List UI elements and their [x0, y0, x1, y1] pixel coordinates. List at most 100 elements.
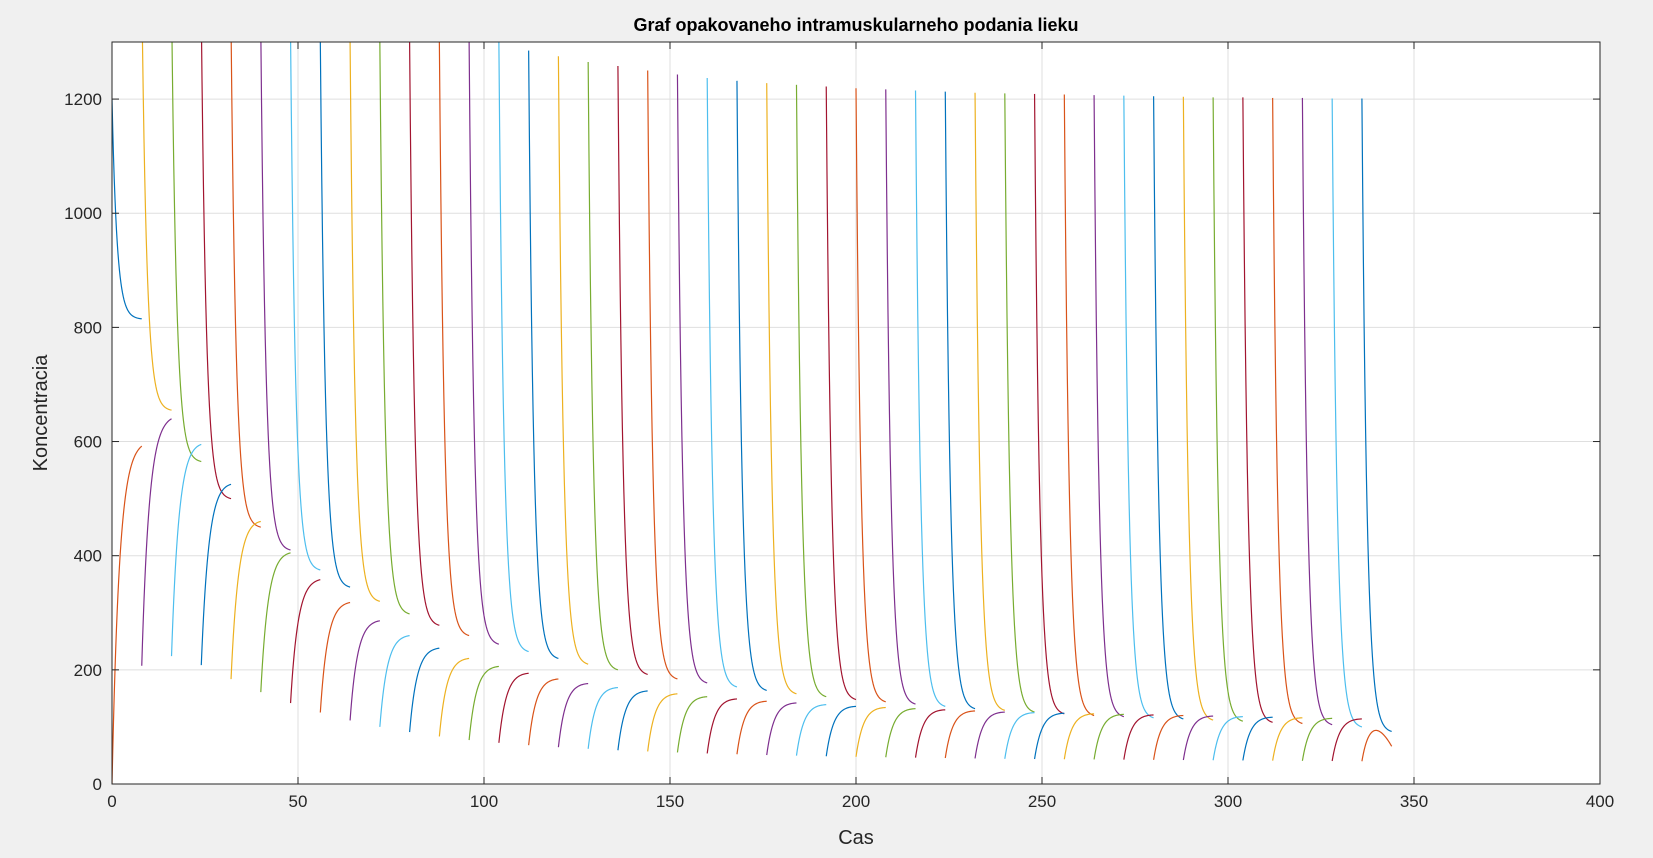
iv-dose-curve — [528, 50, 559, 660]
im-dose-curve — [498, 672, 529, 743]
im-dose-curve — [617, 690, 648, 751]
im-dose-curve — [1123, 714, 1154, 760]
im-dose-curve — [260, 552, 291, 693]
x-tick-label: 300 — [1214, 792, 1242, 811]
iv-dose-curve — [112, 99, 142, 320]
im-dose-curve — [914, 709, 946, 758]
im-dose-curve — [1063, 713, 1095, 760]
im-dose-curve — [974, 711, 1005, 759]
im-dose-curve — [1033, 712, 1065, 760]
y-axis-label: Koncentracia — [30, 354, 52, 472]
iv-dose-curve — [795, 84, 827, 698]
im-dose-curve — [112, 445, 143, 784]
iv-dose-curve — [974, 92, 1005, 711]
y-tick-label: 0 — [93, 775, 102, 794]
x-tick-label: 400 — [1586, 792, 1614, 811]
iv-dose-curve — [1182, 96, 1214, 721]
iv-dose-curve — [1361, 98, 1392, 733]
ticks: 0 50 100 150 200 250 300 350 400 0 200 400 600 800 100… — [64, 42, 1614, 811]
im-dose-curve — [1004, 712, 1035, 759]
iv-dose-curve — [260, 42, 291, 551]
im-dose-curve — [438, 657, 470, 737]
im-dose-curve — [676, 696, 708, 753]
iv-dose-curve — [1063, 94, 1095, 717]
x-tick-label: 200 — [842, 792, 870, 811]
x-tick-label: 50 — [289, 792, 308, 811]
iv-dose-curve — [498, 42, 529, 653]
im-dose-curve — [319, 601, 351, 713]
y-tick-label: 800 — [74, 318, 102, 337]
iv-dose-curve — [1331, 98, 1363, 728]
series-group — [112, 42, 1393, 784]
x-tick-label: 150 — [656, 792, 684, 811]
im-dose-curve — [647, 693, 678, 752]
im-dose-curve — [230, 520, 261, 680]
iv-dose-curve — [1212, 97, 1244, 722]
iv-dose-curve — [171, 42, 202, 463]
im-dose-curve — [349, 620, 380, 721]
x-axis-label: Cas — [838, 827, 874, 849]
y-tick-label: 600 — [74, 433, 102, 452]
iv-dose-curve — [557, 56, 589, 665]
y-tick-label: 1200 — [64, 90, 102, 109]
im-dose-curve — [587, 686, 618, 749]
im-dose-curve — [1272, 717, 1303, 761]
im-dose-curve — [557, 682, 589, 748]
iv-dose-curve — [409, 42, 440, 626]
im-dose-curve — [1182, 715, 1214, 761]
iv-dose-curve — [706, 77, 738, 688]
im-dose-curve — [1153, 714, 1184, 760]
im-dose-curve — [379, 635, 410, 727]
iv-dose-curve — [230, 42, 261, 528]
im-dose-curve — [170, 443, 202, 657]
iv-dose-curve — [736, 80, 767, 691]
iv-dose-curve — [825, 86, 857, 701]
im-dose-curve — [855, 706, 886, 757]
iv-dose-curve — [587, 61, 619, 671]
iv-dose-curve — [141, 42, 172, 411]
im-dose-curve — [795, 704, 827, 756]
iv-dose-curve — [1242, 97, 1273, 723]
iv-dose-curve — [319, 42, 351, 588]
iv-dose-curve — [1272, 97, 1303, 725]
im-dose-curve — [200, 483, 232, 666]
im-dose-curve — [944, 710, 976, 759]
iv-dose-curve — [1301, 97, 1333, 726]
x-tick-label: 0 — [107, 792, 116, 811]
im-dose-curve — [706, 698, 738, 754]
im-dose-curve — [885, 708, 916, 758]
iv-dose-curve — [468, 42, 500, 645]
iv-dose-curve — [855, 88, 886, 703]
im-dose-curve — [289, 579, 321, 704]
iv-dose-curve — [349, 42, 381, 602]
iv-dose-curve — [379, 42, 410, 615]
iv-dose-curve — [617, 65, 648, 675]
iv-dose-curve — [438, 42, 470, 637]
y-tick-label: 200 — [74, 661, 102, 680]
im-dose-curve — [1331, 718, 1362, 762]
im-dose-curve — [1242, 716, 1273, 761]
grid — [112, 42, 1600, 784]
iv-dose-curve — [200, 42, 232, 500]
im-dose-curve — [409, 647, 440, 733]
iv-dose-curve — [1033, 93, 1065, 715]
y-tick-label: 400 — [74, 547, 102, 566]
im-dose-curve — [736, 700, 767, 755]
iv-dose-curve — [676, 74, 708, 684]
iv-dose-curve — [914, 90, 946, 707]
iv-dose-curve — [944, 91, 976, 710]
iv-dose-curve — [290, 42, 321, 571]
x-tick-label: 350 — [1400, 792, 1428, 811]
y-tick-label: 1000 — [64, 204, 102, 223]
iv-dose-curve — [1093, 95, 1125, 718]
im-dose-curve — [1301, 717, 1333, 761]
im-dose-curve — [766, 702, 797, 756]
im-dose-curve — [1361, 729, 1393, 762]
im-dose-curve — [1093, 713, 1124, 760]
x-tick-label: 250 — [1028, 792, 1056, 811]
x-tick-label: 100 — [470, 792, 498, 811]
im-dose-curve — [468, 665, 499, 741]
im-dose-curve — [825, 705, 857, 757]
iv-dose-curve — [766, 83, 797, 695]
